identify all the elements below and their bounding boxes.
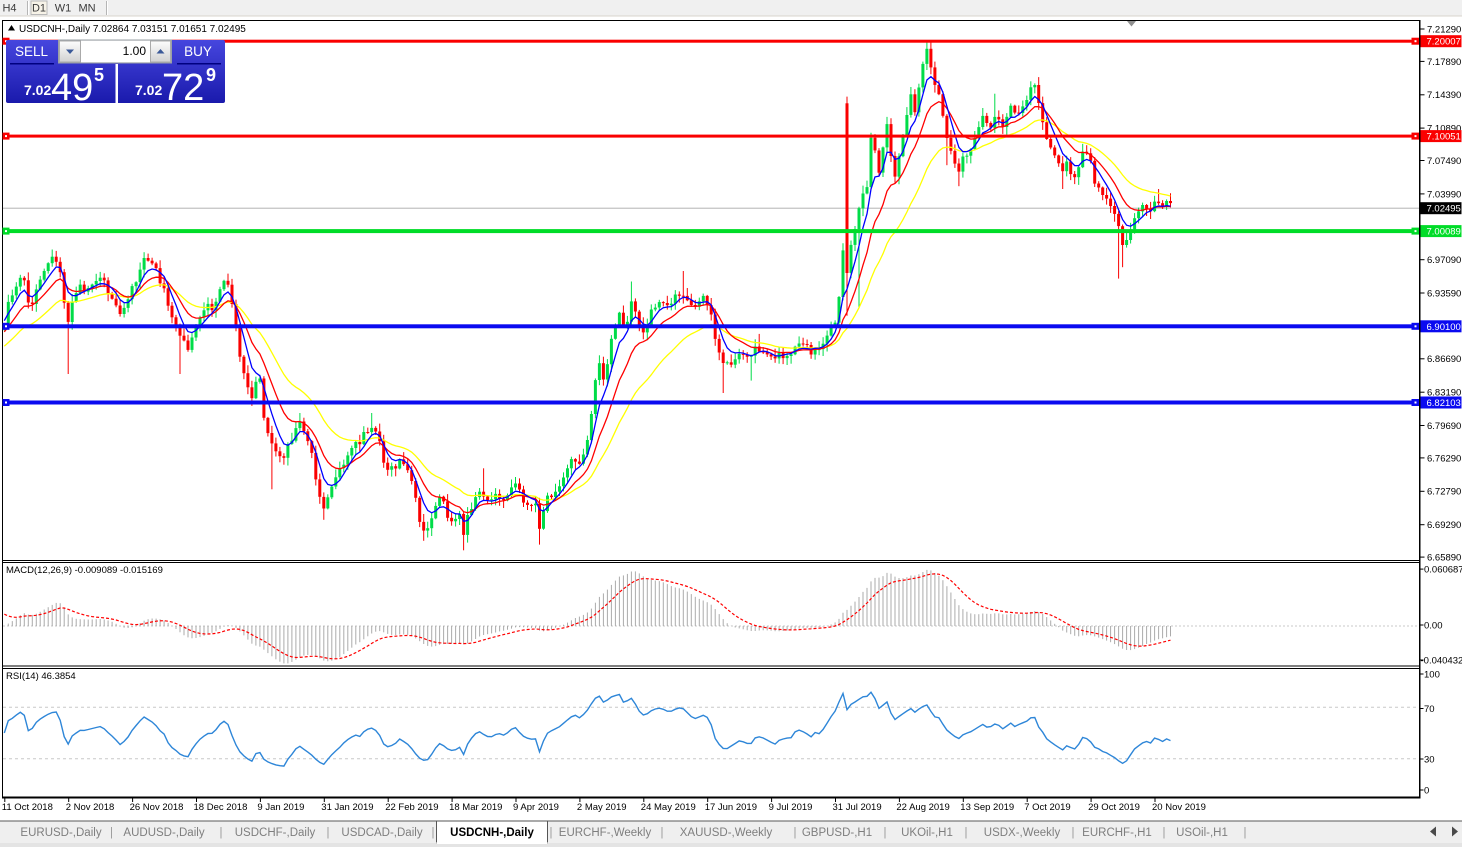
svg-text:AUDUSD-,Daily: AUDUSD-,Daily — [123, 827, 204, 839]
svg-text:29 Oct 2019: 29 Oct 2019 — [1088, 802, 1140, 813]
svg-text:|: | — [1072, 827, 1075, 839]
svg-text:22 Feb 2019: 22 Feb 2019 — [385, 802, 438, 813]
svg-text:|: | — [1244, 827, 1247, 839]
svg-text:5: 5 — [94, 65, 104, 85]
svg-text:USOil-,H1: USOil-,H1 — [1176, 827, 1228, 839]
svg-text:-0.040432: -0.040432 — [1421, 655, 1462, 666]
svg-text:26 Nov 2018: 26 Nov 2018 — [130, 802, 184, 813]
svg-text:|: | — [110, 827, 113, 839]
svg-text:MN: MN — [78, 3, 95, 15]
svg-text:6.65890: 6.65890 — [1427, 553, 1461, 564]
svg-text:7.07490: 7.07490 — [1427, 156, 1461, 167]
svg-text:72: 72 — [162, 67, 204, 109]
svg-text:13 Sep 2019: 13 Sep 2019 — [960, 802, 1014, 813]
svg-text:|: | — [327, 827, 330, 839]
svg-text:20 Nov 2019: 20 Nov 2019 — [1152, 802, 1206, 813]
svg-text:6.93590: 6.93590 — [1427, 288, 1461, 299]
svg-text:0: 0 — [1424, 785, 1429, 796]
svg-text:UKOil-,H1: UKOil-,H1 — [901, 827, 953, 839]
svg-text:31 Jul 2019: 31 Jul 2019 — [833, 802, 882, 813]
svg-text:100: 100 — [1424, 669, 1440, 680]
svg-text:7 Oct 2019: 7 Oct 2019 — [1024, 802, 1070, 813]
svg-text:11 Oct 2018: 11 Oct 2018 — [2, 802, 53, 813]
svg-text:|: | — [432, 827, 435, 839]
svg-text:H4: H4 — [2, 3, 16, 15]
svg-text:2 Nov 2018: 2 Nov 2018 — [66, 802, 115, 813]
svg-text:6.76290: 6.76290 — [1427, 453, 1461, 464]
svg-text:SELL: SELL — [15, 44, 49, 59]
svg-text:MACD(12,26,9) -0.009089 -0.015: MACD(12,26,9) -0.009089 -0.015169 — [6, 565, 163, 576]
svg-text:W1: W1 — [55, 3, 72, 15]
svg-text:USDCNH-,Daily: USDCNH-,Daily — [450, 827, 534, 839]
svg-text:6.69290: 6.69290 — [1427, 520, 1461, 531]
svg-text:9: 9 — [206, 65, 216, 85]
svg-text:24 May 2019: 24 May 2019 — [641, 802, 696, 813]
svg-text:6.83190: 6.83190 — [1427, 388, 1461, 399]
svg-text:9 Jul 2019: 9 Jul 2019 — [769, 802, 813, 813]
svg-text:7.10051: 7.10051 — [1427, 132, 1461, 143]
svg-text:22 Aug 2019: 22 Aug 2019 — [896, 802, 949, 813]
svg-text:7.02495: 7.02495 — [1427, 204, 1461, 215]
svg-text:7.14390: 7.14390 — [1427, 90, 1461, 101]
svg-text:7.21290: 7.21290 — [1427, 24, 1461, 35]
svg-text:XAUUSD-,Weekly: XAUUSD-,Weekly — [680, 827, 773, 839]
svg-text:GBPUSD-,H1: GBPUSD-,H1 — [802, 827, 872, 839]
svg-text:2 May 2019: 2 May 2019 — [577, 802, 627, 813]
svg-text:0.060687: 0.060687 — [1424, 565, 1462, 576]
svg-text:BUY: BUY — [184, 44, 212, 59]
svg-text:6.79690: 6.79690 — [1427, 421, 1461, 432]
svg-text:USDX-,Weekly: USDX-,Weekly — [984, 827, 1061, 839]
svg-text:|: | — [794, 827, 797, 839]
svg-text:|: | — [965, 827, 968, 839]
svg-text:EURCHF-,H1: EURCHF-,H1 — [1082, 827, 1152, 839]
svg-text:9 Apr 2019: 9 Apr 2019 — [513, 802, 559, 813]
svg-text:70: 70 — [1424, 704, 1435, 715]
svg-text:7.20007: 7.20007 — [1427, 37, 1461, 48]
svg-text:0.00: 0.00 — [1424, 620, 1443, 631]
svg-text:7.02: 7.02 — [135, 82, 162, 98]
svg-text:6.82103: 6.82103 — [1427, 398, 1461, 409]
svg-text:6.90100: 6.90100 — [1427, 322, 1461, 333]
svg-text:EURUSD-,Daily: EURUSD-,Daily — [20, 827, 101, 839]
svg-text:6.72790: 6.72790 — [1427, 487, 1461, 498]
svg-text:9 Jan 2019: 9 Jan 2019 — [257, 802, 304, 813]
svg-text:D1: D1 — [32, 3, 46, 15]
svg-text:6.86690: 6.86690 — [1427, 354, 1461, 365]
svg-text:18 Mar 2019: 18 Mar 2019 — [449, 802, 502, 813]
svg-text:6.97090: 6.97090 — [1427, 255, 1461, 266]
svg-text:18 Dec 2018: 18 Dec 2018 — [194, 802, 248, 813]
svg-text:|: | — [661, 827, 664, 839]
svg-text:USDCAD-,Daily: USDCAD-,Daily — [341, 827, 422, 839]
svg-text:1.00: 1.00 — [123, 44, 147, 58]
svg-text:31 Jan 2019: 31 Jan 2019 — [321, 802, 373, 813]
svg-text:7.10890: 7.10890 — [1427, 124, 1461, 135]
svg-text:7.03990: 7.03990 — [1427, 189, 1461, 200]
svg-text:|: | — [220, 827, 223, 839]
svg-text:EURCHF-,Weekly: EURCHF-,Weekly — [559, 827, 652, 839]
svg-text:RSI(14) 46.3854: RSI(14) 46.3854 — [6, 671, 76, 682]
svg-text:7.00089: 7.00089 — [1427, 227, 1461, 238]
svg-text:7.02: 7.02 — [24, 82, 51, 98]
svg-text:7.17890: 7.17890 — [1427, 57, 1461, 68]
svg-text:USDCHF-,Daily: USDCHF-,Daily — [235, 827, 316, 839]
svg-text:|: | — [884, 827, 887, 839]
svg-text:|: | — [1163, 827, 1166, 839]
svg-text:|: | — [550, 827, 553, 839]
svg-text:17 Jun 2019: 17 Jun 2019 — [705, 802, 757, 813]
svg-text:USDCNH-,Daily 7.02864 7.03151: USDCNH-,Daily 7.02864 7.03151 7.01651 7.… — [19, 24, 246, 35]
svg-text:49: 49 — [51, 67, 93, 109]
svg-text:30: 30 — [1424, 754, 1435, 765]
